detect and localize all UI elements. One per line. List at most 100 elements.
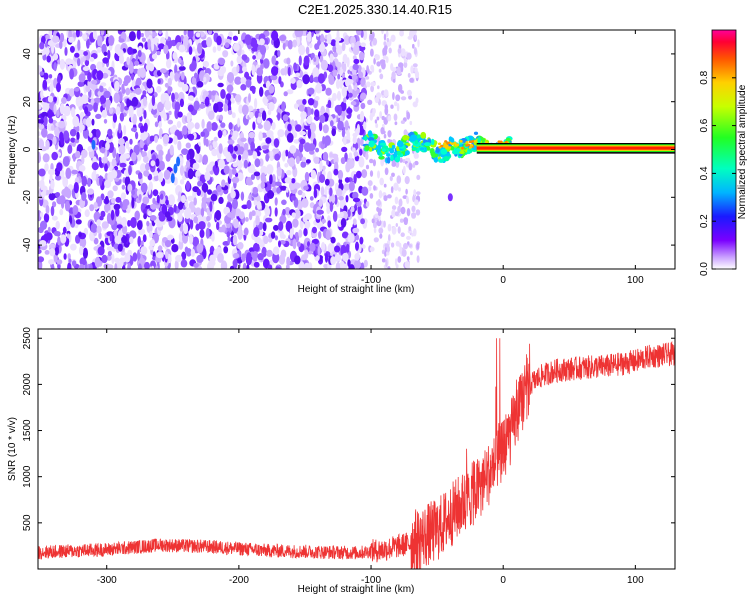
noise-cell: [118, 122, 122, 134]
noise-cell: [87, 177, 92, 187]
sparse-noise-cell: [372, 108, 376, 115]
sparse-noise-cell: [366, 65, 369, 74]
noise-cell: [244, 34, 252, 46]
noise-cell: [206, 215, 211, 222]
noise-cell: [322, 135, 326, 145]
noise-cell: [208, 259, 216, 267]
noise-cell: [252, 151, 258, 160]
sparse-noise-cell: [397, 256, 402, 263]
noise-cell: [129, 111, 134, 118]
noise-cell: [131, 96, 139, 107]
noise-cell: [163, 44, 169, 55]
noise-cell: [194, 72, 198, 79]
noise-cell: [71, 260, 77, 267]
noise-cell: [283, 91, 288, 97]
noise-cell: [97, 246, 105, 256]
noise-cell: [307, 241, 310, 247]
noise-cell: [292, 131, 298, 138]
signal-trace-cell: [435, 146, 440, 153]
noise-cell: [298, 44, 306, 56]
noise-cell: [322, 124, 329, 134]
noise-cell: [314, 43, 319, 50]
noise-cell: [38, 168, 46, 177]
noise-cell: [129, 236, 134, 244]
noise-cell: [45, 232, 53, 241]
signal-trace-cell: [443, 156, 450, 162]
sparse-noise-cell: [403, 61, 408, 68]
signal-peak-cell: [454, 143, 458, 147]
noise-cell: [267, 109, 272, 116]
noise-cell: [266, 249, 273, 257]
noise-cell: [285, 149, 289, 157]
noise-cell: [256, 201, 262, 210]
y-tick-label: 1000: [22, 465, 33, 488]
noise-cell: [158, 160, 165, 171]
noise-cell: [183, 223, 189, 235]
signal-trace-cell: [404, 150, 410, 156]
noise-cell: [121, 236, 128, 244]
noise-cell: [352, 75, 356, 86]
sparse-noise-cell: [380, 127, 385, 135]
noise-cell: [354, 252, 361, 261]
noise-cell: [360, 110, 365, 123]
y-tick-label: 40: [22, 48, 33, 60]
noise-cell: [263, 58, 270, 69]
noise-cell: [138, 172, 143, 180]
noise-cell: [227, 144, 234, 154]
noise-cell: [284, 207, 291, 216]
noise-cell: [173, 204, 177, 213]
noise-cell: [69, 128, 77, 137]
sparse-noise-cell: [369, 246, 375, 252]
noise-cell: [297, 189, 303, 196]
noise-cell: [151, 94, 156, 107]
noise-cell: [137, 249, 140, 261]
sparse-noise-cell: [408, 95, 413, 100]
noise-cell: [193, 100, 200, 111]
sparse-noise-cell: [390, 104, 394, 109]
noise-cell: [196, 243, 204, 254]
noise-cell: [231, 186, 234, 196]
noise-cell: [76, 131, 80, 140]
noise-cell: [93, 102, 98, 113]
noise-cell: [267, 264, 273, 269]
noise-cell: [291, 178, 296, 184]
noise-cell: [269, 150, 274, 158]
noise-cell: [177, 191, 182, 203]
sparse-noise-cell: [375, 123, 379, 128]
sparse-noise-cell: [378, 68, 382, 73]
noise-cell: [270, 231, 276, 239]
noise-cell: [254, 110, 259, 119]
colorbar-tick-label: 0.2: [699, 214, 710, 228]
noise-cell: [82, 247, 88, 259]
sparse-noise-cell: [400, 120, 405, 124]
signal-trace-cell: [368, 140, 375, 148]
noise-cell: [100, 30, 105, 36]
noise-cell: [327, 220, 332, 228]
noise-cell: [91, 162, 99, 171]
noise-cell: [127, 183, 133, 193]
noise-cell: [178, 201, 184, 210]
noise-cell: [93, 168, 97, 177]
noise-cell: [291, 212, 296, 218]
noise-cell: [216, 221, 220, 231]
signal-trace-cell: [433, 157, 439, 163]
noise-cell: [275, 266, 281, 269]
noise-cell: [326, 33, 332, 45]
sparse-noise-cell: [406, 195, 409, 203]
noise-cell: [352, 147, 356, 153]
noise-cell: [55, 220, 60, 230]
sparse-noise-cell: [393, 182, 399, 191]
noise-cell: [149, 239, 156, 247]
noise-cell: [226, 72, 235, 84]
noise-cell: [70, 243, 77, 251]
snr-y-axis-label: SNR (10 * v/v): [7, 417, 18, 481]
noise-cell: [285, 187, 289, 193]
noise-cell: [163, 112, 167, 122]
colorbar-tick-label: 0.6: [699, 118, 710, 132]
noise-cell: [156, 194, 160, 204]
noise-cell: [348, 84, 352, 94]
noise-cell: [50, 205, 55, 217]
sparse-noise-cell: [377, 210, 382, 217]
sparse-noise-cell: [401, 249, 407, 257]
noise-cell: [301, 198, 309, 208]
